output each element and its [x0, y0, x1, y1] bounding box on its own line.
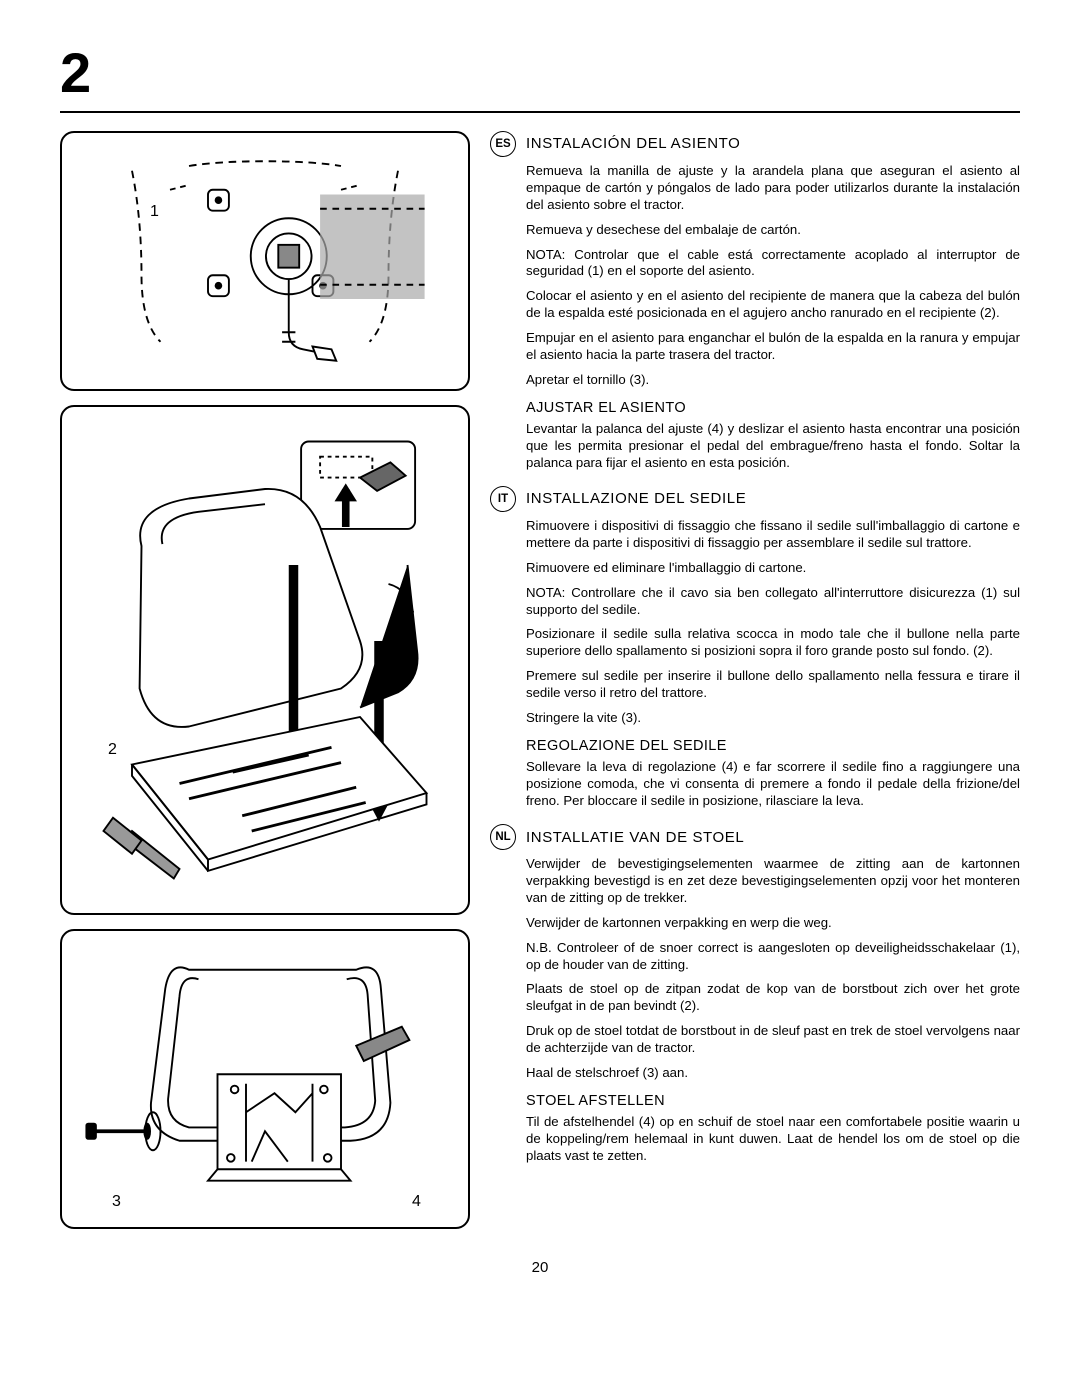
lang-code-badge: ES — [490, 131, 516, 157]
lang-code-badge: IT — [490, 486, 516, 512]
paragraph: NOTA: Controllare che il cavo sia ben co… — [526, 585, 1020, 619]
figure-3-callout-3: 3 — [112, 1193, 121, 1211]
figure-2: 2 — [60, 405, 470, 915]
lang-block-nl: NL INSTALLATIE VAN DE STOEL Verwijder de b… — [490, 824, 1020, 1165]
figures-column: 1 — [60, 131, 470, 1229]
figure-2-svg — [75, 415, 455, 905]
paragraph: Apretar el tornillo (3). — [526, 372, 1020, 389]
paragraph: Premere sul sedile per inserire il bullo… — [526, 668, 1020, 702]
text-column: ES INSTALACIÓN DEL ASIENTO Remueva la mani… — [490, 131, 1020, 1229]
figure-1-callout-1: 1 — [150, 203, 159, 221]
paragraph: Remueva y desechese del embalaje de cart… — [526, 222, 1020, 239]
paragraph: Til de afstelhendel (4) op en schuif de … — [526, 1114, 1020, 1165]
figure-3: 3 4 — [60, 929, 470, 1229]
figure-1-svg — [75, 141, 455, 381]
paragraph: Verwijder de kartonnen verpakking en wer… — [526, 915, 1020, 932]
figure-1: 1 — [60, 131, 470, 391]
paragraph: Levantar la palanca del ajuste (4) y des… — [526, 421, 1020, 472]
paragraph: Empujar en el asiento para enganchar el … — [526, 330, 1020, 364]
paragraph: Druk op de stoel totdat de borstbout in … — [526, 1023, 1020, 1057]
paragraph: Haal de stelschroef (3) aan. — [526, 1065, 1020, 1082]
top-rule — [60, 111, 1020, 113]
paragraph: Posizionare il sedile sulla relativa sco… — [526, 626, 1020, 660]
paragraph: Stringere la vite (3). — [526, 710, 1020, 727]
paragraph: Rimuovere ed eliminare l'imballaggio di … — [526, 560, 1020, 577]
section-title: INSTALACIÓN DEL ASIENTO — [526, 134, 740, 153]
paragraph: NOTA: Controlar que el cable está correc… — [526, 247, 1020, 281]
section-title: INSTALLATIE VAN DE STOEL — [526, 828, 744, 847]
figure-3-callout-4: 4 — [412, 1193, 421, 1211]
sub-section-title: REGOLAZIONE DEL SEDILE — [526, 737, 1020, 756]
paragraph: Remueva la manilla de ajuste y la arande… — [526, 163, 1020, 214]
sub-section-title: AJUSTAR EL ASIENTO — [526, 399, 1020, 418]
paragraph: N.B. Controleer of de snoer correct is a… — [526, 940, 1020, 974]
paragraph: Verwijder de bevestigingselementen waarm… — [526, 856, 1020, 907]
lang-header: IT INSTALLAZIONE DEL SEDILE — [490, 486, 1020, 512]
sub-section-title: STOEL AFSTELLEN — [526, 1092, 1020, 1111]
lang-header: ES INSTALACIÓN DEL ASIENTO — [490, 131, 1020, 157]
lang-header: NL INSTALLATIE VAN DE STOEL — [490, 824, 1020, 850]
figure-3-svg — [75, 939, 455, 1219]
paragraph: Rimuovere i dispositivi di fissaggio che… — [526, 518, 1020, 552]
paragraph: Sollevare la leva di regolazione (4) e f… — [526, 759, 1020, 810]
lang-block-it: IT INSTALLAZIONE DEL SEDILE Rimuovere i di… — [490, 486, 1020, 810]
lang-code-badge: NL — [490, 824, 516, 850]
chapter-number: 2 — [60, 40, 1020, 105]
paragraph: Colocar el asiento y en el asiento del r… — [526, 288, 1020, 322]
figure-2-callout-2: 2 — [108, 741, 117, 759]
content-columns: 1 — [60, 131, 1020, 1229]
lang-block-es: ES INSTALACIÓN DEL ASIENTO Remueva la mani… — [490, 131, 1020, 472]
page-number-bottom: 20 — [60, 1259, 1020, 1276]
paragraph: Plaats de stoel op de zitpan zodat de ko… — [526, 981, 1020, 1015]
section-title: INSTALLAZIONE DEL SEDILE — [526, 489, 746, 508]
